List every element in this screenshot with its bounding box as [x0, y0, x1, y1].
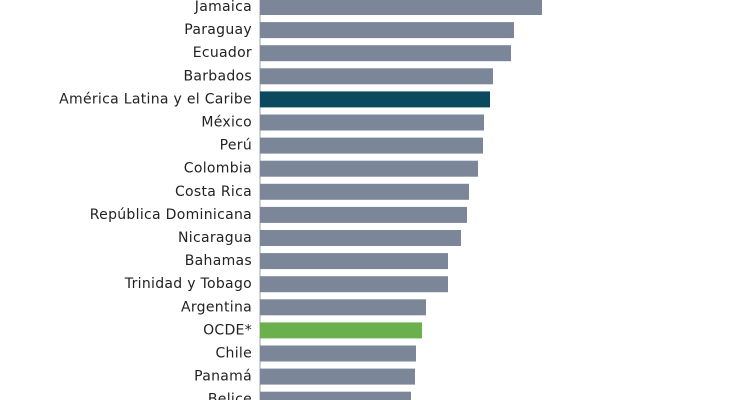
category-label: República Dominicana: [90, 207, 252, 223]
bar: [260, 183, 469, 200]
bar: [260, 68, 493, 85]
category-label: Costa Rica: [175, 184, 252, 200]
category-label: OCDE*: [203, 322, 252, 338]
category-label: Bahamas: [185, 253, 252, 269]
bar: [260, 160, 478, 177]
bar: [260, 345, 416, 362]
bar: [260, 114, 484, 131]
category-label: Barbados: [183, 68, 252, 84]
category-label: Colombia: [184, 161, 252, 177]
category-label: Paraguay: [184, 22, 252, 38]
bar: [260, 206, 467, 223]
bar: [260, 368, 415, 385]
bar: [260, 276, 448, 293]
bar: [260, 391, 411, 400]
category-label: Belice: [208, 392, 252, 400]
category-label: Trinidad y Tobago: [124, 276, 252, 292]
category-label: Perú: [220, 138, 252, 154]
bar: [260, 230, 461, 246]
bar: [260, 299, 426, 316]
category-label: Jamaica: [194, 0, 252, 15]
category-label: Panamá: [194, 369, 252, 385]
category-label: América Latina y el Caribe: [59, 91, 252, 107]
bar: [260, 0, 542, 15]
bar: [260, 253, 448, 270]
bar: [260, 91, 490, 108]
category-label: México: [201, 115, 252, 131]
category-label: Argentina: [181, 299, 252, 315]
bar: [260, 45, 511, 62]
category-label: Ecuador: [193, 45, 252, 61]
bar: [260, 322, 422, 339]
category-label: Chile: [215, 346, 252, 362]
bar: [260, 22, 514, 39]
category-label: Nicaragua: [178, 230, 252, 246]
bar: [260, 137, 483, 154]
